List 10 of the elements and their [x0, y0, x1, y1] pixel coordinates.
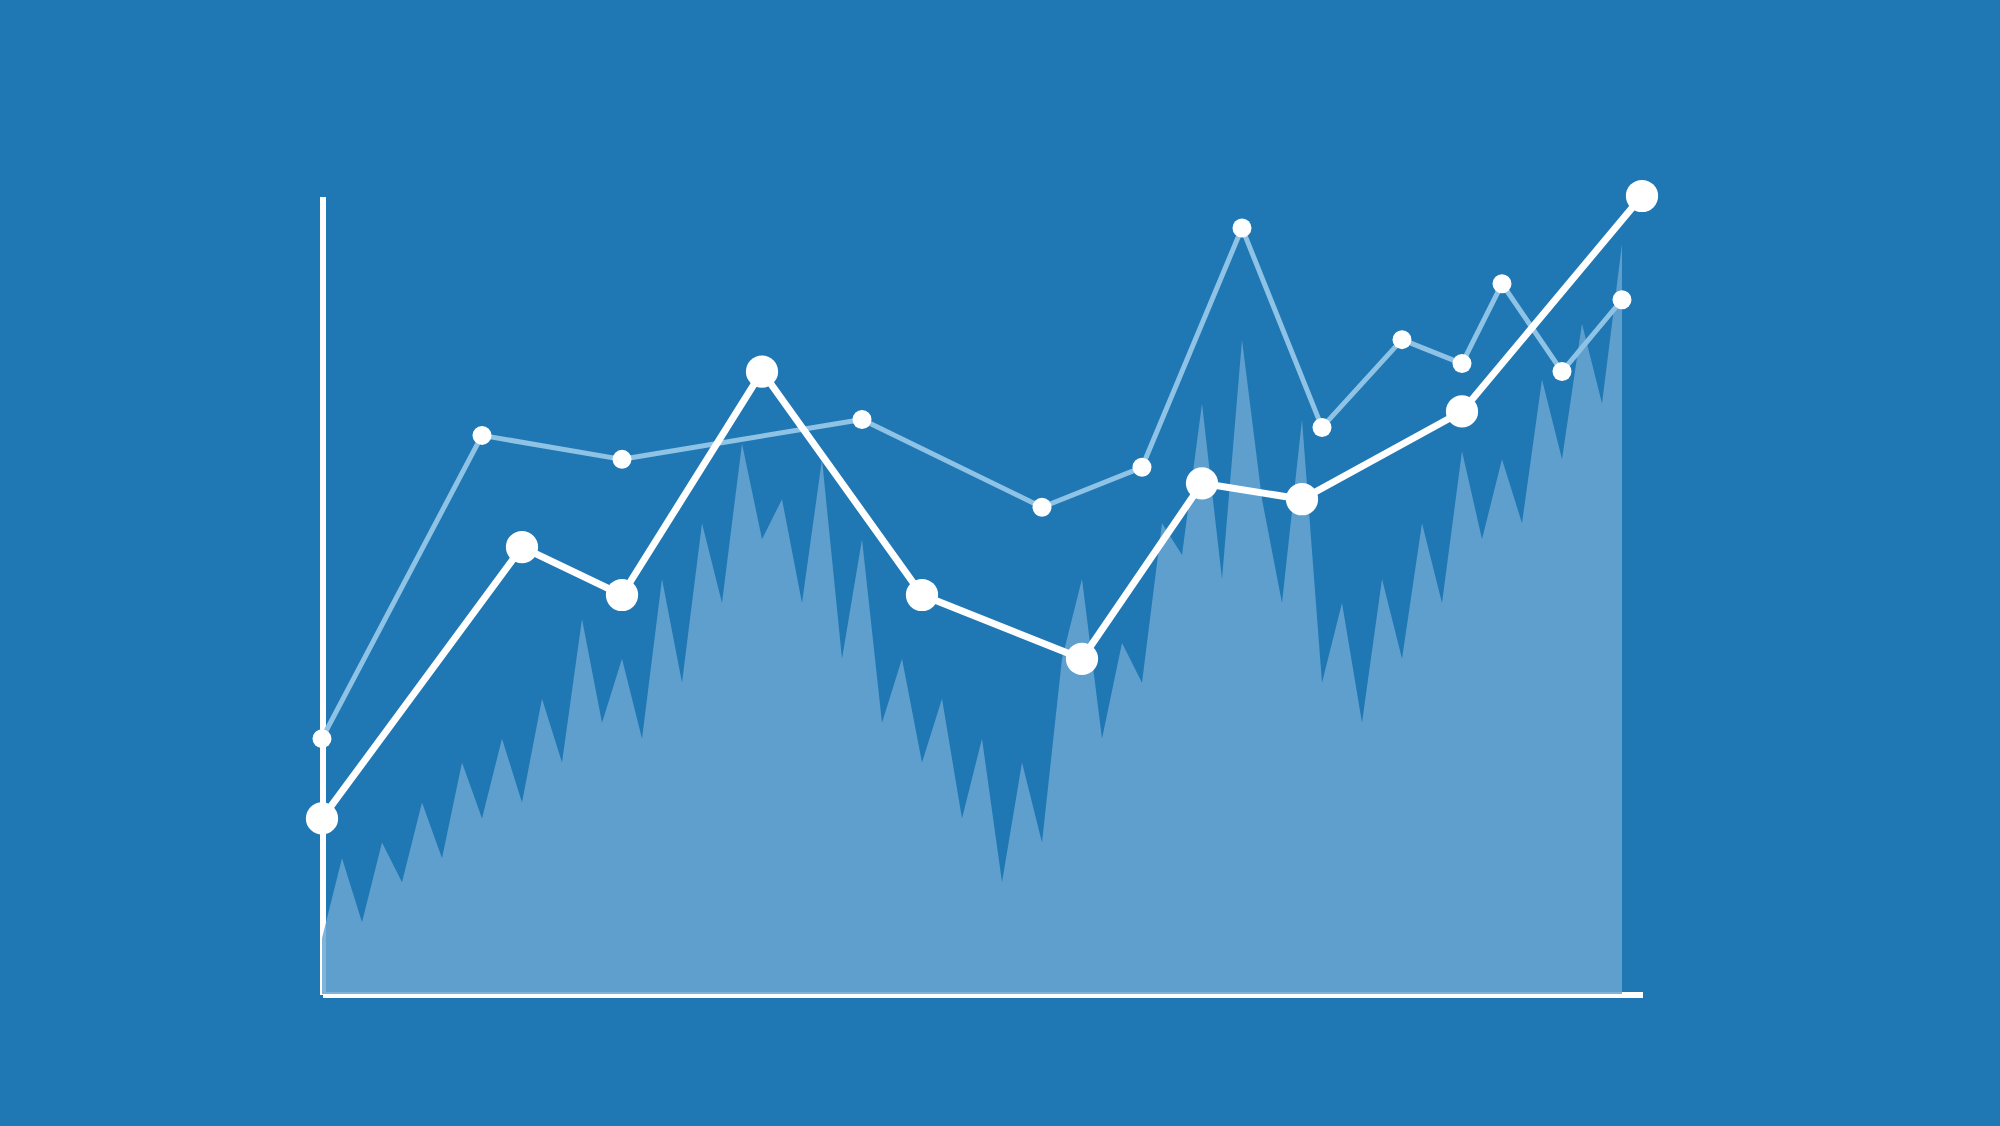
point	[505, 531, 539, 564]
point	[1445, 395, 1479, 428]
point	[1185, 467, 1219, 500]
point	[745, 355, 779, 388]
point	[905, 578, 939, 612]
point	[1625, 179, 1659, 213]
point	[1285, 483, 1319, 516]
point	[605, 578, 639, 612]
point	[1065, 642, 1099, 675]
point	[305, 802, 339, 835]
